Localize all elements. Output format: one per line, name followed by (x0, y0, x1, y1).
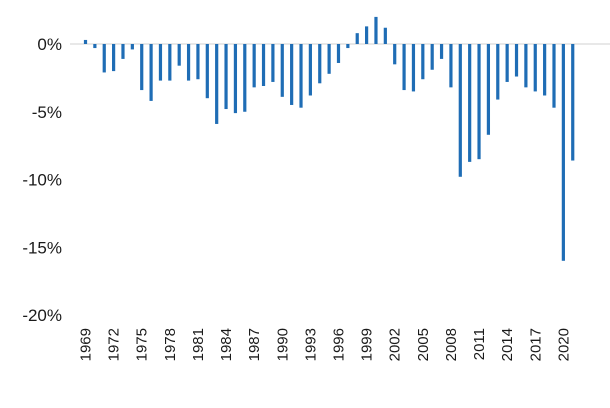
bar-2015 (514, 44, 519, 77)
bar-1988 (261, 44, 266, 86)
x-tick-label: 2020 (555, 328, 572, 361)
y-tick-label: 0% (37, 35, 62, 54)
x-tick-label: 1984 (218, 328, 235, 361)
bar-2013 (496, 44, 500, 100)
bar-2000 (374, 16, 378, 44)
bar-1980 (186, 44, 191, 81)
bar-1992 (299, 44, 303, 108)
y-tick-label: -5% (32, 103, 62, 122)
x-axis-tick-labels: 1969 1972 1975 1978 1981 1984 1987 1990 1993 1996… (78, 328, 573, 361)
x-tick-label: 1993 (302, 328, 319, 361)
bar-1991 (290, 44, 294, 105)
bar-1979 (177, 44, 181, 66)
x-tick-label: 1990 (274, 328, 291, 361)
bar-2002 (393, 44, 397, 65)
x-tick-label: 2017 (527, 328, 544, 361)
bar-1981 (196, 44, 200, 80)
bar-1989 (271, 44, 275, 82)
bar-1997 (346, 44, 350, 49)
bar-1973 (121, 44, 125, 59)
bar-2014 (505, 44, 509, 82)
x-tick-label: 1999 (359, 328, 376, 361)
x-tick-label: 1987 (246, 328, 263, 361)
x-tick-label: 2005 (415, 328, 432, 361)
bar-2017 (533, 44, 537, 92)
bar-2003 (402, 44, 406, 91)
x-tick-label: 2002 (387, 328, 404, 361)
bar-1974 (130, 44, 134, 50)
bar-2019 (552, 44, 556, 108)
bar-1971 (102, 44, 106, 73)
bar-1977 (158, 44, 163, 81)
bar-1972 (112, 44, 116, 72)
bar-2006 (430, 44, 434, 70)
bar-2016 (524, 44, 528, 88)
bar-1994 (318, 44, 322, 84)
bar-1983 (215, 44, 219, 124)
bar-2007 (439, 44, 444, 59)
x-tick-label: 1969 (78, 328, 95, 361)
x-tick-label: 2008 (443, 328, 460, 361)
bar-1975 (140, 44, 144, 91)
bar-2001 (383, 27, 387, 44)
bar-2018 (543, 44, 547, 96)
x-tick-label: 1996 (330, 328, 347, 361)
bar-2009 (458, 44, 462, 177)
bar-1995 (327, 44, 331, 74)
bar-series (83, 16, 575, 261)
bar-2021 (571, 44, 575, 161)
y-axis-tick-labels: 0% -5% -10% -15% -20% (22, 35, 62, 325)
x-tick-label: 1972 (106, 328, 123, 361)
y-tick-label: -20% (22, 306, 62, 325)
bar-1976 (149, 44, 153, 101)
bar-1982 (205, 44, 209, 99)
bar-2012 (486, 44, 491, 135)
x-tick-label: 2011 (471, 328, 488, 360)
y-tick-label: -10% (22, 171, 62, 190)
bar-1999 (365, 26, 369, 44)
bar-1984 (224, 44, 228, 110)
x-tick-label: 1978 (162, 328, 179, 361)
bar-2010 (468, 44, 472, 162)
bar-2008 (449, 44, 453, 88)
bar-1986 (243, 44, 247, 112)
bar-1990 (280, 44, 284, 97)
x-tick-label: 2014 (499, 328, 516, 361)
bar-1987 (252, 44, 256, 88)
bar-1985 (233, 44, 238, 114)
bar-1970 (93, 44, 97, 49)
bar-1998 (355, 33, 359, 44)
bar-2005 (421, 44, 425, 80)
x-tick-label: 1975 (134, 328, 151, 361)
bar-1996 (336, 44, 341, 63)
bar-1978 (168, 44, 172, 81)
bar-2020 (561, 44, 565, 261)
bar-1993 (308, 44, 312, 96)
y-tick-label: -15% (22, 238, 62, 257)
bar-2011 (477, 44, 481, 160)
bar-1969 (83, 39, 88, 44)
bar-2004 (411, 44, 416, 92)
x-tick-label: 1981 (190, 328, 207, 361)
